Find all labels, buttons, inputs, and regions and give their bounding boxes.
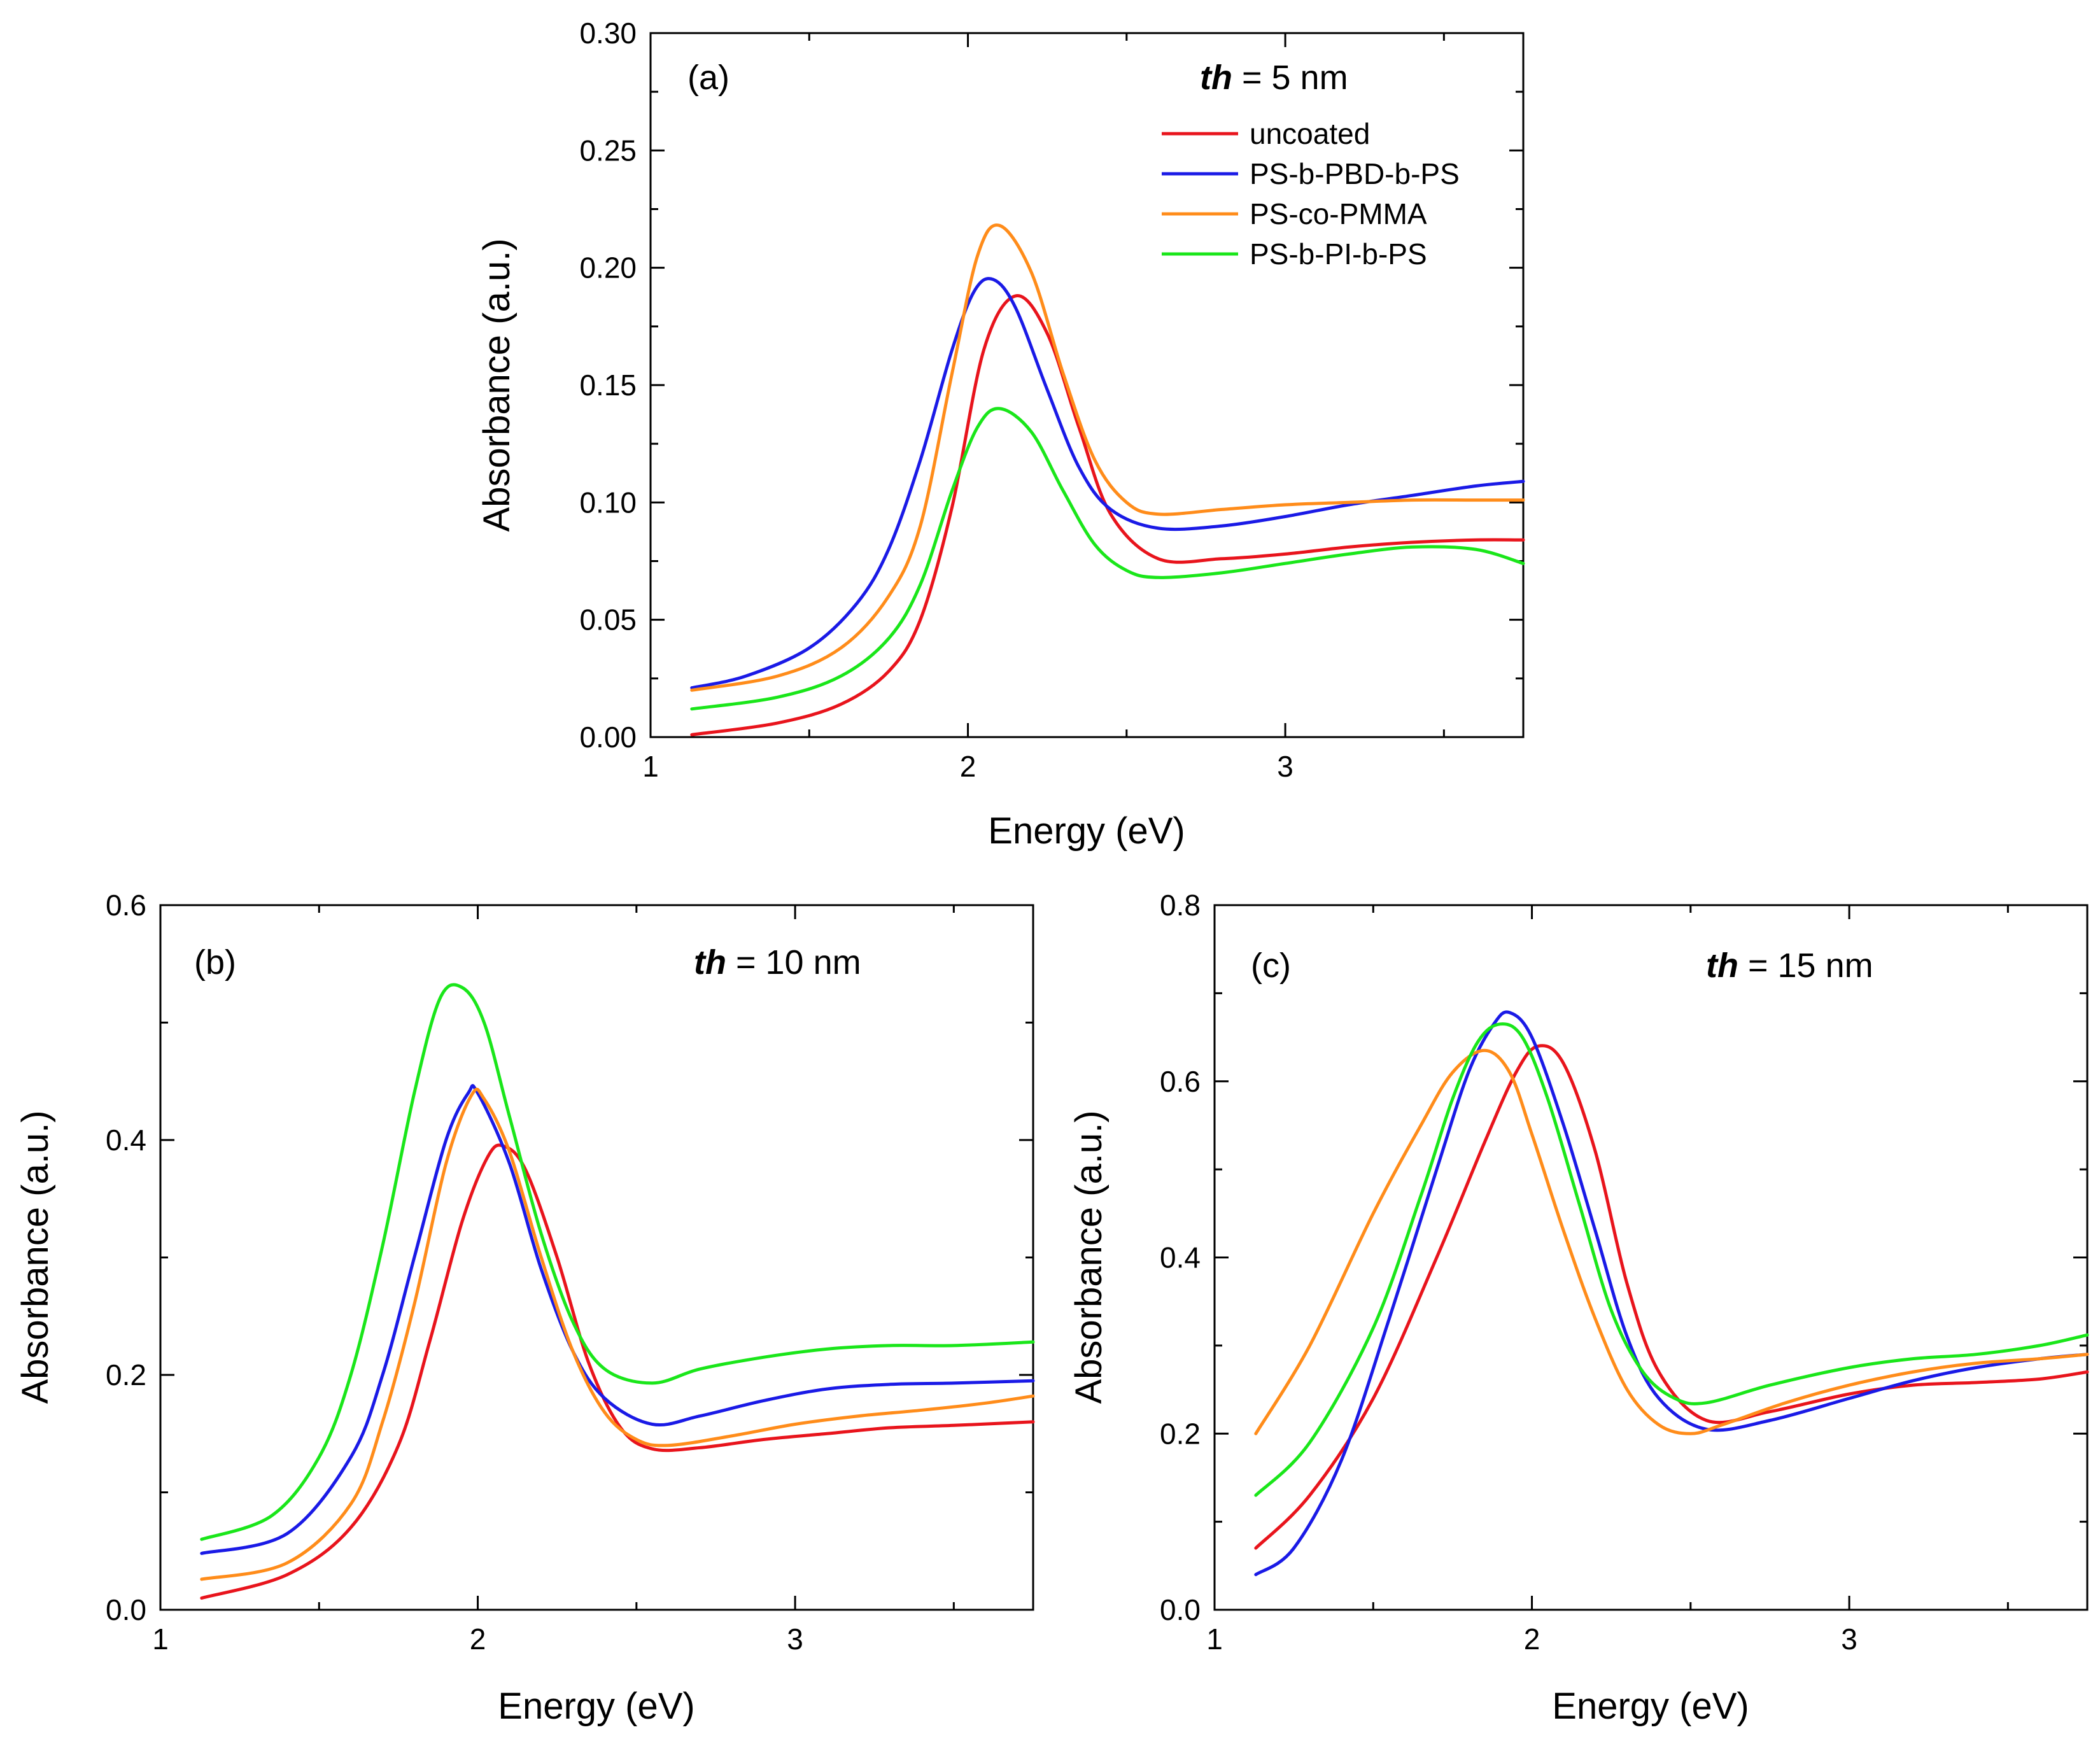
- ticks-b: 1 2 3 0.0 0.2 0.4 0.6: [106, 889, 1033, 1656]
- legend-label-ps-b-pi-b-ps: PS-b-PI-b-PS: [1250, 237, 1427, 271]
- thickness-symbol-b: th: [694, 943, 726, 982]
- y-tick-label-b-1: 0.2: [106, 1358, 146, 1391]
- panel-label-a: (a): [687, 59, 729, 97]
- legend-label-ps-co-pmma: PS-co-PMMA: [1250, 197, 1427, 230]
- thickness-annotation-c: th = 15 nm: [1706, 947, 1873, 985]
- x-axis-title-c: Energy (eV): [1552, 1686, 1749, 1727]
- legend-label-ps-b-pbd-b-ps: PS-b-PBD-b-PS: [1250, 157, 1460, 190]
- legend-a: uncoated PS-b-PBD-b-PS PS-co-PMMA PS-b-PI-b…: [1162, 117, 1460, 271]
- series-line-a-uncoated: [690, 294, 1525, 736]
- series-line-a-ps-b-pi-b-ps: [690, 407, 1525, 711]
- thickness-symbol-a: th: [1200, 59, 1232, 97]
- series-a: [690, 223, 1525, 736]
- thickness-value-c: = 15 nm: [1738, 947, 1873, 985]
- y-axis-title-a: Absorbance (a.u.): [476, 238, 518, 532]
- thickness-symbol-c: th: [1706, 947, 1738, 985]
- y-tick-label-a-4: 0.20: [579, 251, 637, 285]
- legend-label-uncoated: uncoated: [1250, 117, 1370, 150]
- y-tick-label-b-2: 0.4: [106, 1123, 146, 1157]
- y-tick-label-a-6: 0.30: [579, 17, 637, 50]
- series-line-c-uncoated: [1254, 1044, 2089, 1550]
- y-tick-label-a-5: 0.25: [579, 134, 637, 167]
- x-axis-title-a: Energy (eV): [988, 810, 1185, 852]
- series-line-c-ps-co-pmma: [1254, 1048, 2089, 1435]
- x-tick-label-b-1: 2: [470, 1623, 486, 1656]
- ticks-a: 1 2 3 0.00 0.05 0.10 0.15 0.20 0.25 0.30: [579, 17, 1523, 783]
- panel-a: 1 2 3 0.00 0.05 0.10 0.15 0.20 0.25 0.30 (a) th =…: [476, 17, 1525, 852]
- series-c: [1254, 1010, 2089, 1577]
- y-tick-label-a-3: 0.15: [579, 369, 637, 402]
- x-tick-label-c-2: 3: [1841, 1623, 1857, 1656]
- ticks-c: 1 2 3 0.0 0.2 0.4 0.6 0.8: [1160, 889, 2087, 1656]
- y-tick-label-c-3: 0.6: [1160, 1065, 1201, 1098]
- thickness-value-a: = 5 nm: [1232, 59, 1348, 97]
- y-tick-label-c-1: 0.2: [1160, 1417, 1201, 1450]
- thickness-annotation-b: th = 10 nm: [694, 943, 861, 982]
- x-tick-label-a-1: 2: [960, 750, 976, 783]
- panel-label-b: (b): [194, 943, 236, 982]
- series-line-c-ps-b-pbd-b-ps: [1254, 1010, 2089, 1577]
- x-axis-title-b: Energy (eV): [498, 1686, 694, 1727]
- x-tick-label-b-2: 3: [787, 1623, 803, 1656]
- series-b: [200, 983, 1035, 1600]
- y-tick-label-b-3: 0.6: [106, 889, 146, 922]
- series-line-b-ps-b-pbd-b-ps: [200, 1084, 1035, 1555]
- x-tick-label-a-0: 1: [642, 750, 659, 783]
- thickness-annotation-a: th = 5 nm: [1200, 59, 1348, 97]
- y-axis-title-c: Absorbance (a.u.): [1068, 1110, 1110, 1404]
- thickness-value-b: = 10 nm: [726, 943, 861, 982]
- y-tick-label-c-0: 0.0: [1160, 1593, 1201, 1626]
- y-tick-label-a-0: 0.00: [579, 721, 637, 754]
- panel-c: 1 2 3 0.0 0.2 0.4 0.6 0.8 (c) th = 15 nm Energy…: [1068, 889, 2089, 1727]
- series-line-b-uncoated: [200, 1143, 1035, 1600]
- x-tick-label-a-2: 3: [1277, 750, 1293, 783]
- x-tick-label-c-0: 1: [1206, 1623, 1223, 1656]
- y-tick-label-c-4: 0.8: [1160, 889, 1201, 922]
- panel-b: 1 2 3 0.0 0.2 0.4 0.6 (b) th = 10 nm Energy (e…: [15, 889, 1035, 1727]
- series-line-a-ps-b-pbd-b-ps: [690, 277, 1525, 690]
- y-tick-label-a-1: 0.05: [579, 603, 637, 637]
- x-tick-label-b-0: 1: [152, 1623, 169, 1656]
- y-tick-label-c-2: 0.4: [1160, 1241, 1201, 1274]
- panel-label-c: (c): [1251, 947, 1291, 985]
- y-axis-title-b: Absorbance (a.u.): [15, 1110, 56, 1404]
- series-line-b-ps-b-pi-b-ps: [200, 983, 1035, 1541]
- y-tick-label-a-2: 0.10: [579, 486, 637, 519]
- series-line-b-ps-co-pmma: [200, 1087, 1035, 1581]
- y-tick-label-b-0: 0.0: [106, 1593, 146, 1626]
- x-tick-label-c-1: 2: [1524, 1623, 1540, 1656]
- series-line-a-ps-co-pmma: [690, 223, 1525, 692]
- series-line-c-ps-b-pi-b-ps: [1254, 1022, 2089, 1497]
